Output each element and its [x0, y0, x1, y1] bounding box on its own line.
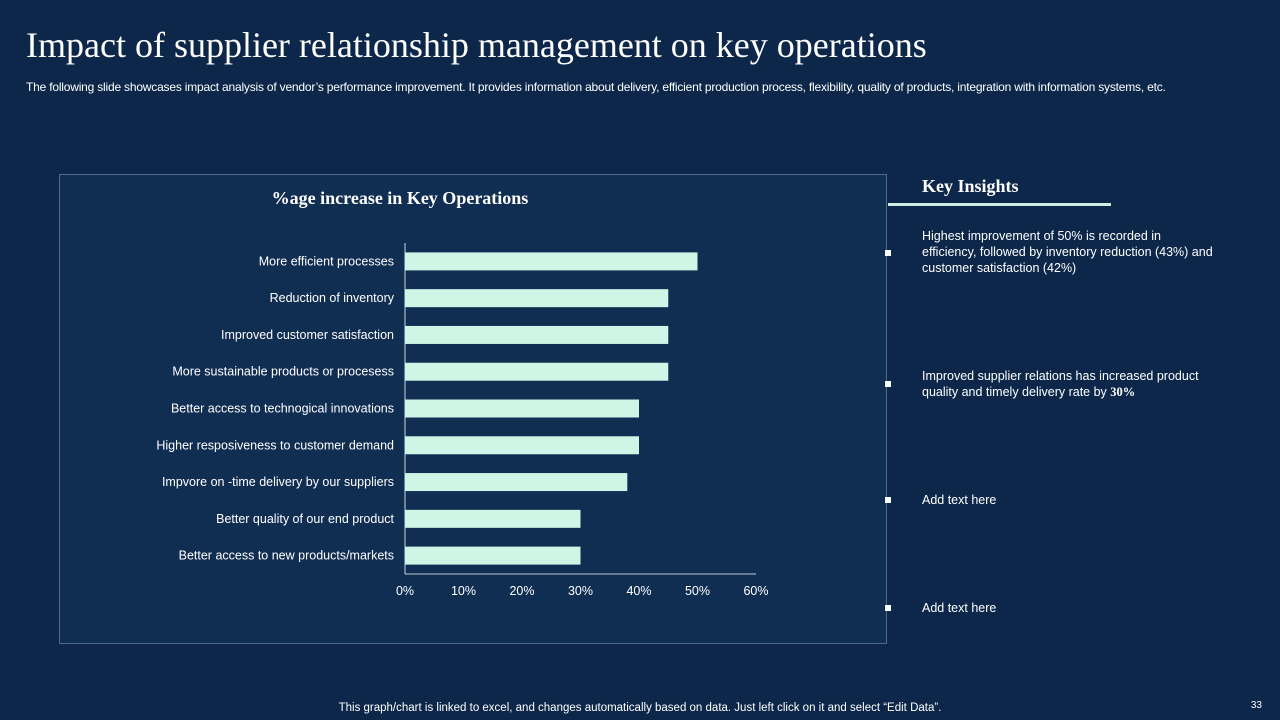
bullet-icon: [885, 497, 891, 503]
bar-5: [405, 399, 639, 418]
insight-text-2: Improved supplier relations has increase…: [922, 369, 1199, 399]
bar-9: [405, 546, 581, 565]
slide-subtitle: The following slide showcases impact ana…: [26, 80, 1166, 94]
category-label-3: Improved customer satisfaction: [221, 328, 394, 342]
bar-2: [405, 289, 669, 308]
page-number: 33: [1250, 700, 1262, 711]
bullet-icon: [885, 605, 891, 611]
x-tick-label-6: 50%: [685, 584, 710, 598]
x-tick-label-3: 20%: [509, 584, 534, 598]
x-tick-label-2: 10%: [451, 584, 476, 598]
chart-title: %age increase in Key Operations: [271, 188, 529, 208]
x-tick-label-7: 60%: [743, 584, 768, 598]
bar-4: [405, 362, 669, 381]
category-label-5: Better access to technogical innovations: [171, 402, 394, 416]
bar-8: [405, 509, 581, 528]
category-label-8: Better quality of our end product: [216, 512, 394, 526]
category-label-1: More efficient processes: [259, 254, 394, 268]
category-label-4: More sustainable products or procesess: [172, 365, 394, 379]
insight-text-4[interactable]: Add text here: [922, 601, 997, 615]
x-tick-label-5: 40%: [626, 584, 651, 598]
category-label-9: Better access to new products/markets: [179, 549, 394, 563]
bullet-icon: [885, 381, 891, 387]
key-insights-underline: [888, 203, 1111, 206]
x-tick-label-4: 30%: [568, 584, 593, 598]
category-label-7: Impvore on -time delivery by our supplie…: [162, 475, 394, 489]
category-label-2: Reduction of inventory: [270, 291, 395, 305]
insight-text-3[interactable]: Add text here: [922, 493, 997, 507]
x-tick-label-1: 0%: [396, 584, 414, 598]
bar-7: [405, 473, 628, 492]
bullet-icon: [885, 250, 891, 256]
insight-text-1: Highest improvement of 50% is recorded i…: [922, 229, 1213, 275]
key-insights-title: Key Insights: [922, 176, 1019, 196]
bar-6: [405, 436, 639, 455]
footer-note: This graph/chart is linked to excel, and…: [338, 702, 942, 714]
bar-3: [405, 325, 669, 344]
bar-1: [405, 252, 698, 271]
category-label-6: Higher resposiveness to customer demand: [156, 438, 394, 452]
slide-title: Impact of supplier relationship manageme…: [26, 25, 927, 65]
bar-chart: More efficient processes Reduction of inv…: [156, 243, 769, 598]
